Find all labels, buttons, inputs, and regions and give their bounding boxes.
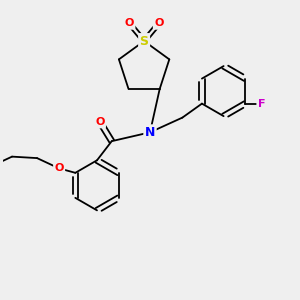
Text: N: N [145,126,155,139]
Text: O: O [95,117,105,127]
Text: F: F [258,99,265,109]
Text: S: S [140,34,148,48]
Text: O: O [125,18,134,28]
Text: O: O [154,18,164,28]
Text: O: O [54,164,64,173]
